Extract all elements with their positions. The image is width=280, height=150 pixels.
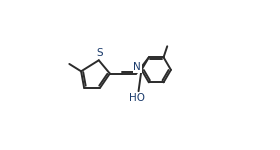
Text: N: N	[134, 62, 141, 72]
Text: S: S	[97, 48, 103, 58]
Text: HO: HO	[129, 93, 145, 103]
